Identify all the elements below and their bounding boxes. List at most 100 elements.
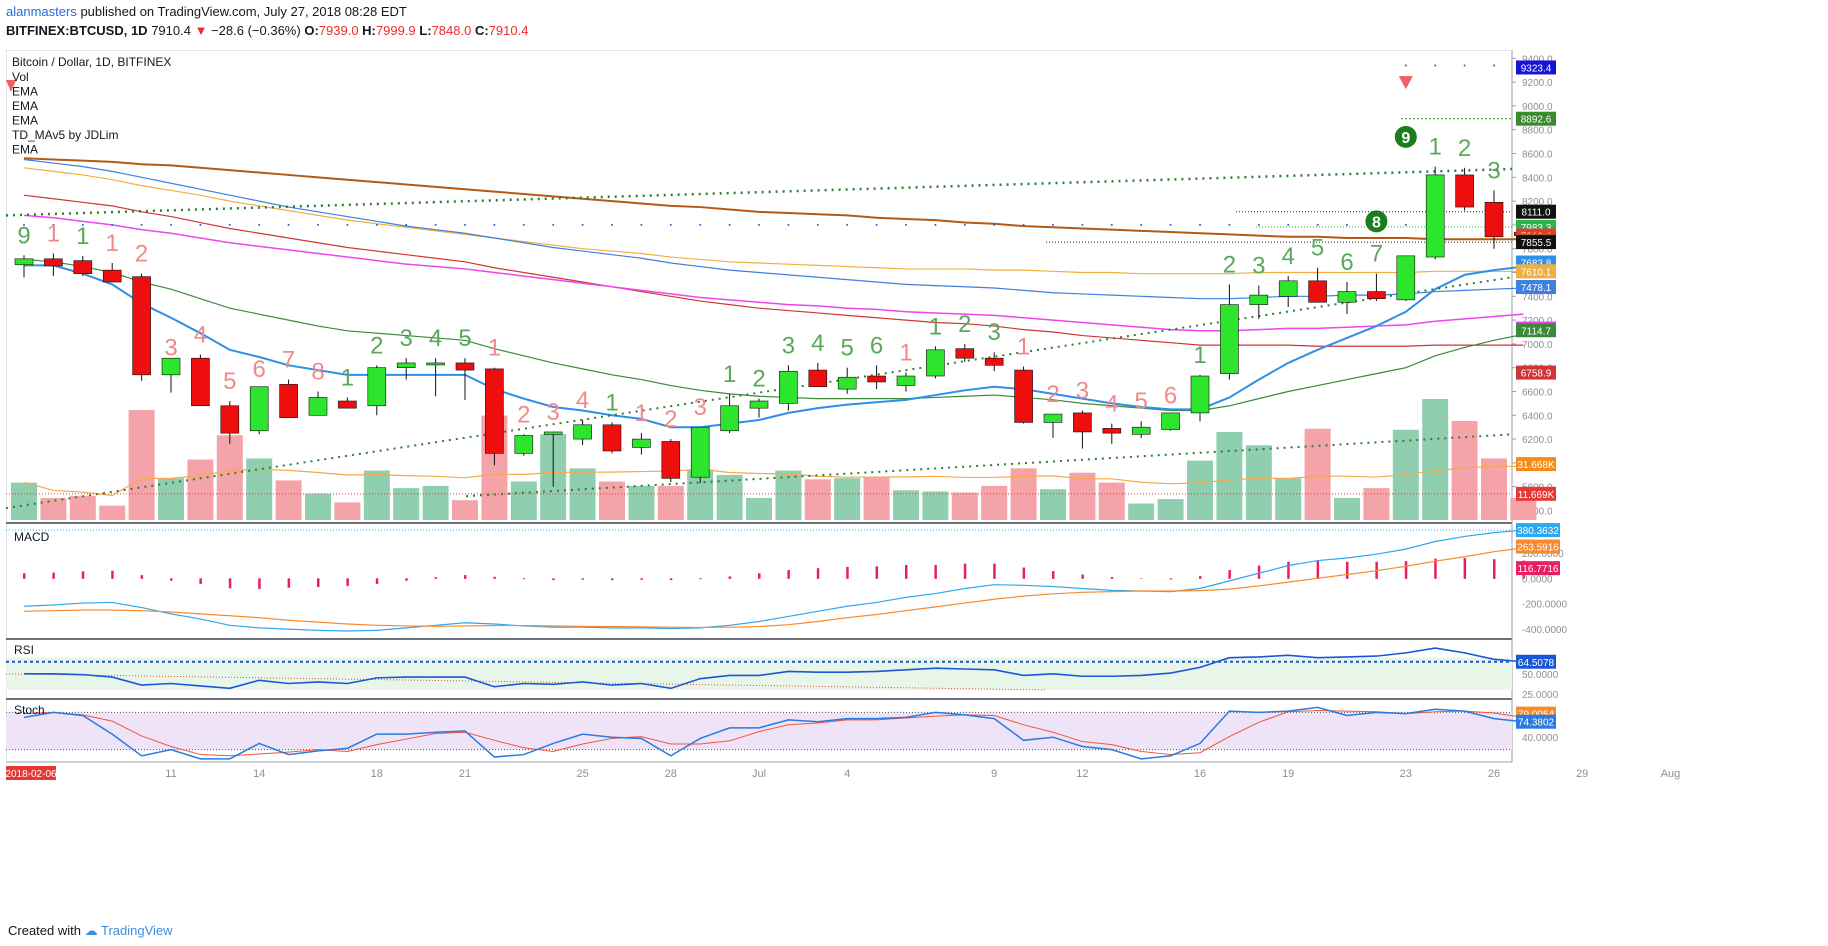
macd-tag — [1516, 561, 1560, 576]
macd-hist-bar — [669, 578, 673, 581]
macd-hist-bar — [1463, 558, 1467, 579]
x-tick-label: 12 — [1076, 768, 1088, 780]
candle-body — [896, 375, 916, 386]
td-dot — [1140, 223, 1143, 226]
price-tag — [1516, 457, 1556, 472]
td-count-label: 4 — [811, 330, 824, 357]
x-tick-label: 16 — [1194, 768, 1206, 780]
author-link[interactable]: alanmasters — [6, 4, 77, 19]
ema-orange-line — [23, 167, 1524, 275]
macd-tick-label: -200.0000 — [1522, 600, 1567, 611]
volume-bar — [981, 485, 1008, 520]
chart-frame[interactable]: 9400.0 9200.0 9000.0 8800.0 8600.0 8400.0 8200… — [5, 49, 1812, 916]
candle-body — [1249, 294, 1269, 305]
td-dot — [140, 223, 143, 226]
td-dot — [1434, 64, 1437, 67]
td-count-label: 1 — [47, 220, 60, 247]
volume-bar — [1157, 499, 1184, 520]
macd-hist-bar — [111, 570, 114, 579]
ema-green-line — [23, 258, 1524, 412]
td-count-label: 1 — [106, 230, 119, 257]
macd-hist-bar — [611, 578, 614, 581]
candle-body — [1278, 280, 1298, 297]
ema-blue-line — [23, 158, 1524, 300]
volume-bar — [1334, 498, 1360, 520]
td-count-label: 6 — [253, 356, 266, 383]
price-tag-label: 8111.0 — [1521, 208, 1551, 219]
td-count-label: 5 — [841, 335, 854, 362]
td-dot — [493, 223, 496, 226]
candle-body — [1308, 280, 1327, 303]
td-dot — [434, 223, 437, 226]
chart-canvas[interactable]: 9400.09200.09000.08800.08600.08400.08200… — [5, 49, 1812, 916]
candle-body — [926, 349, 945, 377]
volume-bar — [1069, 472, 1096, 520]
td-count-label: 1 — [605, 389, 618, 416]
x-tick-label: 25 — [576, 768, 588, 780]
macd-hist-bar — [23, 573, 26, 579]
candle-body — [1190, 375, 1210, 414]
volume-bar — [1040, 489, 1066, 520]
td-dot — [52, 223, 55, 226]
macd-tag-label: 380.3632 — [1517, 526, 1559, 537]
close-label: C: — [474, 23, 489, 38]
y-tick-label: 9000.0 — [1522, 102, 1553, 113]
macd-hist-bar — [522, 578, 526, 580]
candle-body — [102, 269, 122, 283]
td-count-label: 1 — [1193, 342, 1206, 369]
candle-body — [1161, 412, 1180, 430]
td-dot — [81, 223, 84, 226]
volume-bar — [246, 458, 273, 520]
td-dot — [375, 223, 378, 226]
td-dot — [228, 223, 231, 226]
td-count-label: 2 — [752, 366, 765, 393]
date-tag-label: 2018-02-06 — [6, 769, 57, 780]
td-count-label: 1 — [635, 400, 648, 427]
sell-arrow-icon — [6, 80, 16, 92]
price-tag-label: 7983.3 — [1521, 223, 1552, 234]
rsi-band — [6, 657, 1512, 690]
macd-tag-label: 116.7716 — [1518, 564, 1559, 575]
td-dot — [728, 223, 731, 226]
y-tick-label: 8200.0 — [1522, 197, 1553, 208]
macd-hist-bar — [140, 575, 144, 579]
candle-body — [1220, 304, 1239, 374]
macd-hist-bar — [1169, 578, 1173, 580]
volume-bar — [834, 478, 861, 520]
low-label: L: — [419, 23, 432, 38]
volume-bar — [99, 505, 126, 520]
indicator-label: Vol — [12, 70, 29, 84]
stoch-tag — [1516, 714, 1556, 729]
candle-body — [1396, 255, 1416, 301]
volume-bar — [716, 474, 743, 520]
td-dot — [287, 223, 290, 226]
macd-hist-bar — [493, 576, 496, 579]
td-dot — [1022, 223, 1025, 226]
macd-hist-bar — [1052, 571, 1055, 579]
candle-body — [1131, 426, 1151, 435]
candle-body — [191, 357, 210, 407]
indicator-label: TD_MAv5 by JDLim — [12, 128, 118, 142]
volume-bar — [393, 488, 420, 520]
volume-bar — [275, 480, 302, 520]
price-tag — [1516, 60, 1556, 75]
td-count-label: 1 — [488, 335, 501, 362]
td-dot — [963, 223, 966, 226]
td-dot — [875, 223, 878, 226]
stoch-d-line — [23, 710, 1524, 757]
macd-tick-label: 0.0000 — [1522, 574, 1553, 585]
chart-header: alanmasters published on TradingView.com… — [6, 2, 1806, 42]
low-value: 7848.0 — [431, 23, 472, 38]
tradingview-link[interactable]: TradingView — [101, 923, 173, 938]
td-count-label: 2 — [958, 311, 971, 338]
volume-bar — [216, 435, 243, 520]
candle-body — [338, 400, 357, 409]
y-tick-label: 8800.0 — [1522, 126, 1553, 137]
volume-bar — [1422, 399, 1449, 520]
volume-bar — [452, 500, 478, 520]
td-dot — [758, 223, 760, 226]
td-dot — [1404, 64, 1407, 67]
price-tag-label: 31.668K — [1517, 460, 1555, 471]
y-tick-label: 9400.0 — [1522, 54, 1553, 65]
td-count-label: 2 — [517, 401, 530, 428]
